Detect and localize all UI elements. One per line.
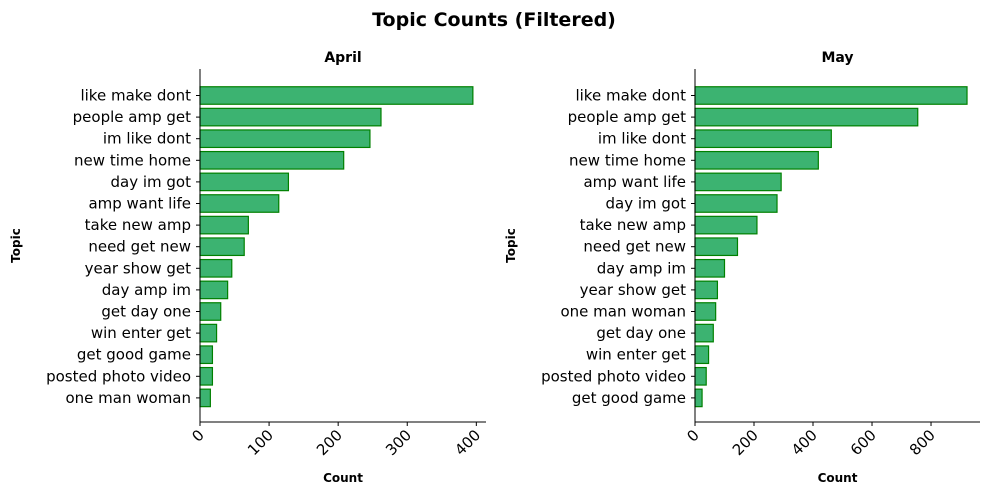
may-xtick-label: 400 [788,426,821,459]
may-xlabel: Count [818,471,858,485]
may-bar-6 [694,194,778,213]
may-category-label: im like dont [598,130,686,148]
april-category-label: people amp get [73,108,191,126]
april-bar-9 [199,258,233,278]
april-bar-12 [199,323,218,343]
chart-panel-may: May like make dont people amp get im like d… [504,50,980,485]
may-bar-15 [694,388,703,408]
may-bar-13 [694,345,710,365]
april-category-label: day amp im [102,281,191,299]
may-xtick-label: 600 [847,426,880,459]
april-xtick-label: 0 [188,426,207,445]
april-bar-11 [199,302,222,321]
may-xtick-label: 800 [906,426,939,459]
april-bar-5 [199,172,290,192]
may-category-label: like make dont [575,87,686,105]
may-category-label: amp want life [583,173,686,191]
may-ylabel: Topic [504,228,518,263]
may-title: May [821,50,853,66]
april-xtick-label: 200 [313,426,346,459]
figure-title: Topic Counts (Filtered) [372,9,616,31]
april-xtick-label: 400 [451,426,484,459]
april-category-label: new time home [74,151,191,169]
may-xtick-label: 200 [729,426,762,459]
april-category-label: amp want life [88,195,191,213]
may-category-label: people amp get [568,108,686,126]
april-category-label: day im got [111,173,192,191]
may-category-label: win enter get [586,346,686,364]
may-bar-14 [694,366,707,386]
may-bar-4 [694,150,819,170]
may-bar-12 [694,323,714,343]
april-category-label: im like dont [103,130,191,148]
april-category-label: get day one [101,303,191,321]
may-bar-2 [694,107,919,127]
april-bar-15 [199,388,211,408]
april-bar-3 [199,129,371,149]
may-bar-7 [694,215,758,235]
may-category-label: posted photo video [541,367,686,385]
april-ylabel: Topic [9,228,23,263]
may-bar-10 [694,280,719,300]
may-bar-9 [694,258,726,278]
april-title: April [324,50,361,66]
april-category-label: like make dont [80,87,191,105]
may-bar-5 [694,172,782,192]
april-bar-7 [199,215,249,235]
may-category-label: take new amp [580,216,686,234]
april-category-label: posted photo video [46,367,191,385]
april-bar-6 [199,194,280,213]
may-category-label: new time home [569,151,686,169]
april-bar-10 [199,280,229,300]
chart-panel-april: April like make dont people amp get im like… [9,50,486,485]
april-category-label: year show get [85,259,192,277]
april-xtick-label: 100 [244,426,277,459]
may-category-label: get day one [596,324,686,342]
april-category-label: one man woman [65,389,191,407]
may-bar-3 [694,129,832,149]
april-category-label: win enter get [91,324,191,342]
may-category-label: year show get [580,281,687,299]
april-category-label: need get new [88,238,191,256]
may-bar-1 [694,86,968,105]
may-bar-8 [694,237,739,257]
april-category-label: take new amp [85,216,191,234]
april-bar-4 [199,150,345,170]
april-category-label: get good game [77,346,191,364]
may-category-label: one man woman [560,303,686,321]
april-bar-2 [199,107,382,127]
april-bar-1 [199,86,474,105]
april-xtick-label: 300 [382,426,415,459]
april-bar-14 [199,366,214,386]
april-bar-13 [199,345,214,365]
may-xtick-label: 0 [683,426,702,445]
may-category-label: get good game [572,389,686,407]
may-bar-11 [694,302,717,321]
april-bar-8 [199,237,245,257]
may-category-label: day im got [606,195,687,213]
april-xlabel: Count [323,471,363,485]
may-category-label: need get new [583,238,686,256]
may-category-label: day amp im [597,259,686,277]
